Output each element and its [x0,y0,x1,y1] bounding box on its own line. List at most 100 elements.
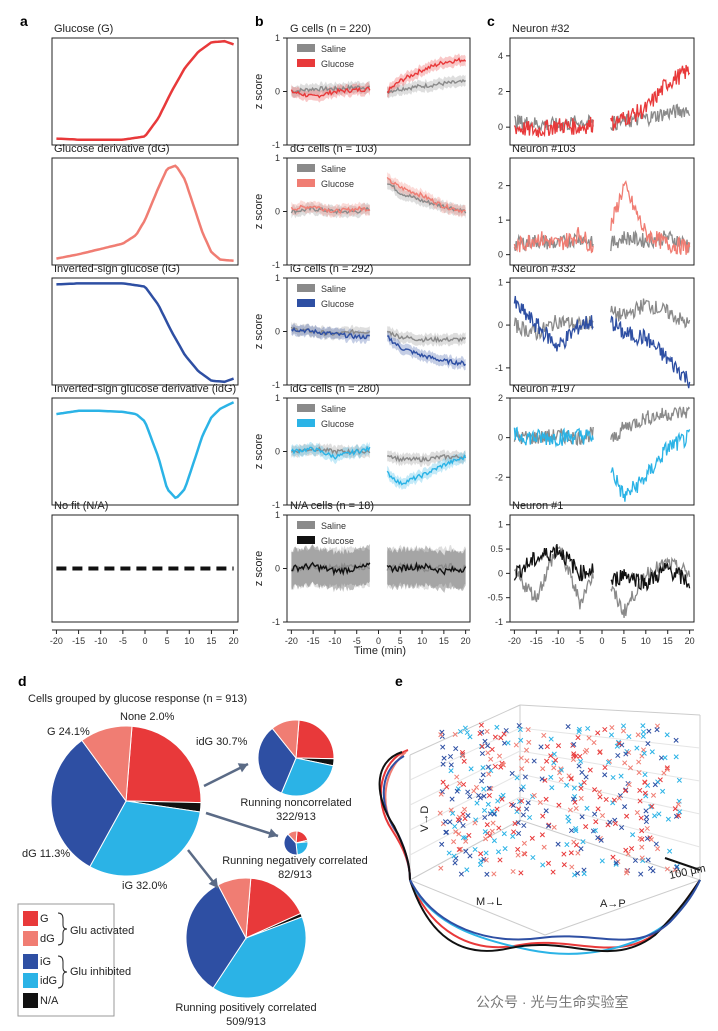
scatter-point [543,808,549,814]
panel-a-title-1: Glucose derivative (dG) [54,143,170,155]
scatter-point [592,787,598,793]
scatter-point [619,742,625,748]
panel-d-pies [50,719,335,999]
scatter-point [465,813,471,819]
scatter-point [551,824,557,830]
scatter-point [540,862,546,868]
scatter-point [511,829,517,835]
scatter-point [541,732,547,738]
panel-e-grid-line [409,796,521,856]
scatter-point [579,814,585,820]
scatter-point [488,786,494,792]
scatter-point [665,816,671,822]
panel-b-1-ytick-label: -1 [272,260,280,270]
scatter-point [675,801,681,807]
scatter-point [439,841,445,847]
panel-a-curve-2 [56,282,235,384]
scatter-point [583,824,589,830]
x-tick-label: -10 [552,636,565,646]
scatter-point [503,727,509,734]
panel-b-title-1: dG cells (n = 103) [290,143,377,155]
arrow-head-1 [267,828,278,838]
scatter-point [571,741,577,747]
panel-e-grid-line [409,879,546,936]
panel-b-glucose-band-1 [291,200,370,219]
scatter-point [541,844,547,850]
pie-label-idg: idG 30.7% [196,736,248,748]
scatter-point [615,752,621,759]
scatter-point [477,730,483,736]
panel-b-4-ytick-label: 0 [275,564,280,574]
scatter-point [578,846,584,852]
scatter-point [496,825,502,831]
scatter-point [489,828,495,834]
scatter-point [605,822,611,828]
panel-c-saline-line-3 [610,405,691,442]
scatter-point [622,760,628,766]
scatter-point [620,723,627,729]
panel-b-title-2: iG cells (n = 292) [290,263,373,275]
scatter-point [634,810,640,816]
panel-b-3-ytick-label: 0 [275,447,280,457]
scatter-point [549,785,555,791]
legend-saline-swatch [297,164,315,172]
scatter-point [526,739,532,745]
scatter-point [524,758,530,764]
panel-c-box-3 [509,397,695,506]
panel-c-title-1: Neuron #103 [512,143,576,155]
scatter-point [572,872,578,878]
scatter-point [505,740,511,746]
panel-c-title-0: Neuron #32 [512,23,570,35]
scatter-point [613,861,619,867]
sub-pie-1-slice-iG [257,727,297,794]
scatter-point [573,805,579,811]
panel-b-4-ytick-label: -1 [272,617,280,627]
scatter-point [566,818,572,824]
panel-label-a: a [20,13,28,29]
scatter-point [466,832,472,838]
panel-c-0-ytick-label: 4 [498,51,503,61]
scatter-point [598,837,604,843]
legend-saline-swatch [297,284,315,292]
scatter-point [501,831,507,837]
panel-c: Neuron #32 0 2 4 Neuron #103 0 1 2 Neuron #332 -1… [487,23,695,627]
scatter-point [565,814,571,820]
density-curve-2 [382,755,411,881]
scatter-point [605,759,612,765]
scatter-point [545,823,552,829]
main-pie-slice-G [125,725,202,804]
scatter-point [664,765,670,771]
scatter-point [581,779,587,786]
scatter-point [610,854,616,860]
scatter-point [450,810,456,816]
scatter-point [520,812,526,818]
scatter-point [545,860,552,866]
scatter-point [462,725,468,731]
scatter-point [551,751,557,757]
scatter-point [639,828,645,834]
panel-c-3-ytick-label: -2 [495,472,503,482]
legend-swatch-na [23,993,38,1008]
scatter-point [437,810,443,816]
panel-e-grid-line [519,773,701,815]
panel-c-box-0 [509,37,695,146]
scatter-point [586,735,592,741]
scatter-point [515,846,521,852]
scatter-point [618,773,624,779]
panel-c-saline-line-0 [610,103,691,132]
scatter-point [565,724,571,730]
scatter-point [460,822,466,829]
scatter-point [438,732,444,738]
scatter-point [447,753,454,760]
panel-b-saline-line-3 [387,454,467,463]
scatter-point [644,814,650,820]
scatter-point [674,864,680,870]
scatter-point [602,764,608,771]
panel-e-grid-line [519,704,701,716]
axis-vd-label: V→D [419,806,431,832]
scatter-point [638,815,644,821]
scatter-point [455,817,461,823]
scatter-point [446,850,452,856]
scatter-point [642,772,648,778]
scatter-point [575,850,581,856]
